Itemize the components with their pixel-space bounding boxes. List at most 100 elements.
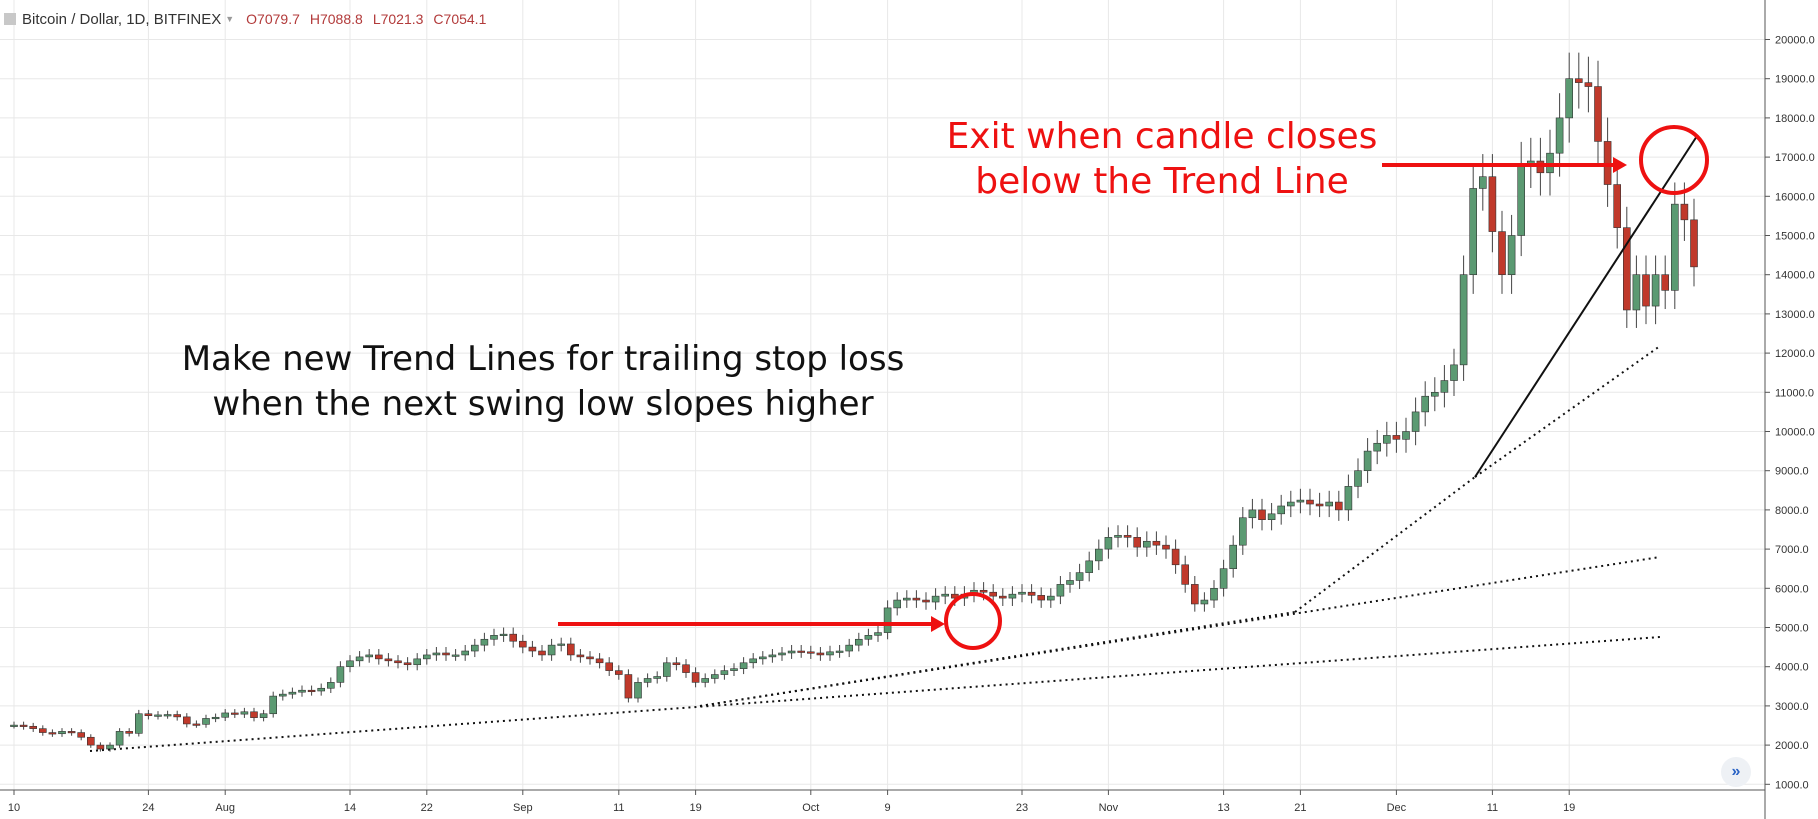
x-tick-label: 19	[1563, 802, 1575, 814]
candle-body	[605, 662, 614, 671]
candle-body	[480, 638, 489, 646]
candle-body	[701, 678, 710, 683]
candle-body	[998, 595, 1007, 599]
y-tick-label: 11000.0	[1775, 387, 1814, 399]
candle-body	[38, 728, 47, 733]
candle-body	[48, 732, 57, 735]
candle-body	[144, 713, 153, 716]
candle-body	[1018, 591, 1026, 595]
ohlc-close: C7054.1	[433, 11, 487, 27]
candle-body	[355, 656, 364, 662]
candle-body	[1373, 442, 1381, 452]
candle-body	[864, 635, 873, 640]
y-tick-label: 10000.0	[1775, 427, 1815, 439]
candle-body	[10, 724, 18, 727]
candle-body	[1104, 537, 1113, 550]
annotation-text: below the Trend Line	[975, 161, 1348, 202]
candle-body	[1440, 380, 1449, 393]
solid-trend-line	[1474, 135, 1698, 478]
candle-body	[403, 662, 412, 666]
candle-body	[778, 652, 786, 656]
y-tick-label: 6000.0	[1775, 583, 1809, 595]
double-chevron-right-icon: »	[1731, 763, 1741, 780]
candle-body	[1200, 599, 1209, 605]
candle-body	[1671, 203, 1679, 291]
candle-body	[259, 713, 268, 718]
x-tick-label: Sep	[513, 802, 533, 814]
candle-body	[346, 660, 354, 668]
candle-body	[442, 652, 450, 656]
candle-body	[211, 716, 220, 720]
x-tick-label: 11	[613, 802, 624, 814]
candle-body	[922, 599, 930, 603]
candle-body	[1402, 431, 1410, 440]
candle-body	[653, 676, 662, 679]
dotted-trend-line	[699, 611, 1296, 707]
annotation-arrowhead	[931, 616, 945, 632]
y-tick-label: 14000.0	[1775, 270, 1815, 282]
x-tick-label: 21	[1294, 802, 1306, 814]
symbol-title[interactable]: Bitcoin / Dollar, 1D, BITFINEX	[22, 10, 222, 28]
candle-body	[595, 658, 604, 664]
candle-body	[1488, 176, 1497, 232]
candle-body	[96, 744, 105, 750]
candle-body	[643, 678, 652, 683]
candle-body	[183, 716, 191, 725]
candle-body	[326, 682, 335, 689]
candle-body	[1075, 572, 1084, 581]
candle-body	[470, 644, 479, 652]
scroll-to-realtime-button[interactable]: »	[1721, 757, 1751, 787]
candle-body	[547, 644, 556, 656]
candle-body	[566, 643, 575, 656]
y-tick-label: 5000.0	[1775, 623, 1809, 635]
candle-body	[768, 654, 777, 658]
candle-body	[115, 731, 124, 746]
x-tick-label: Nov	[1099, 802, 1119, 814]
candle-body	[1507, 235, 1516, 276]
candle-body	[451, 654, 460, 657]
candle-body	[586, 656, 594, 660]
candle-body	[614, 670, 623, 675]
annotation-text: Exit when candle closes	[947, 116, 1378, 157]
candle-body	[710, 674, 719, 679]
x-tick-label: Oct	[802, 802, 819, 814]
candle-body	[192, 723, 201, 726]
candle-body	[1287, 501, 1295, 507]
candle-body	[1191, 584, 1199, 605]
candle-body	[461, 650, 470, 656]
candle-body	[1603, 141, 1612, 185]
candle-body	[1623, 227, 1631, 311]
x-tick-label: 19	[689, 802, 701, 814]
candle-body	[1267, 513, 1276, 521]
candle-body	[1431, 391, 1439, 397]
candle-body	[806, 651, 815, 654]
candle-body	[1632, 274, 1641, 311]
chevron-down-icon[interactable]: ▼	[225, 14, 235, 24]
candle-body	[816, 652, 825, 656]
candle-body	[202, 718, 210, 725]
highlight-circle	[1639, 125, 1709, 195]
x-tick-label: 14	[344, 802, 356, 814]
ohlc-open: O7079.7	[246, 11, 300, 27]
highlight-circle	[944, 592, 1002, 650]
x-tick-label: 22	[421, 802, 433, 814]
candle-body	[29, 725, 38, 729]
y-tick-label: 1000.0	[1775, 779, 1809, 791]
candle-body	[672, 662, 681, 666]
annotation-arrowhead	[1613, 157, 1627, 173]
candle-body	[1575, 78, 1583, 83]
candle-body	[662, 662, 671, 677]
candle-body	[221, 712, 229, 718]
candle-body	[787, 650, 796, 654]
candle-body	[394, 660, 402, 664]
dotted-trend-line	[1294, 476, 1476, 613]
candle-body	[413, 658, 422, 666]
candle-body	[1181, 564, 1189, 585]
candle-body	[1123, 535, 1132, 538]
candle-body	[1594, 86, 1602, 142]
candle-body	[163, 714, 172, 717]
x-tick-label: 11	[1487, 802, 1498, 814]
candle-body	[298, 689, 306, 693]
y-tick-label: 7000.0	[1775, 544, 1809, 556]
